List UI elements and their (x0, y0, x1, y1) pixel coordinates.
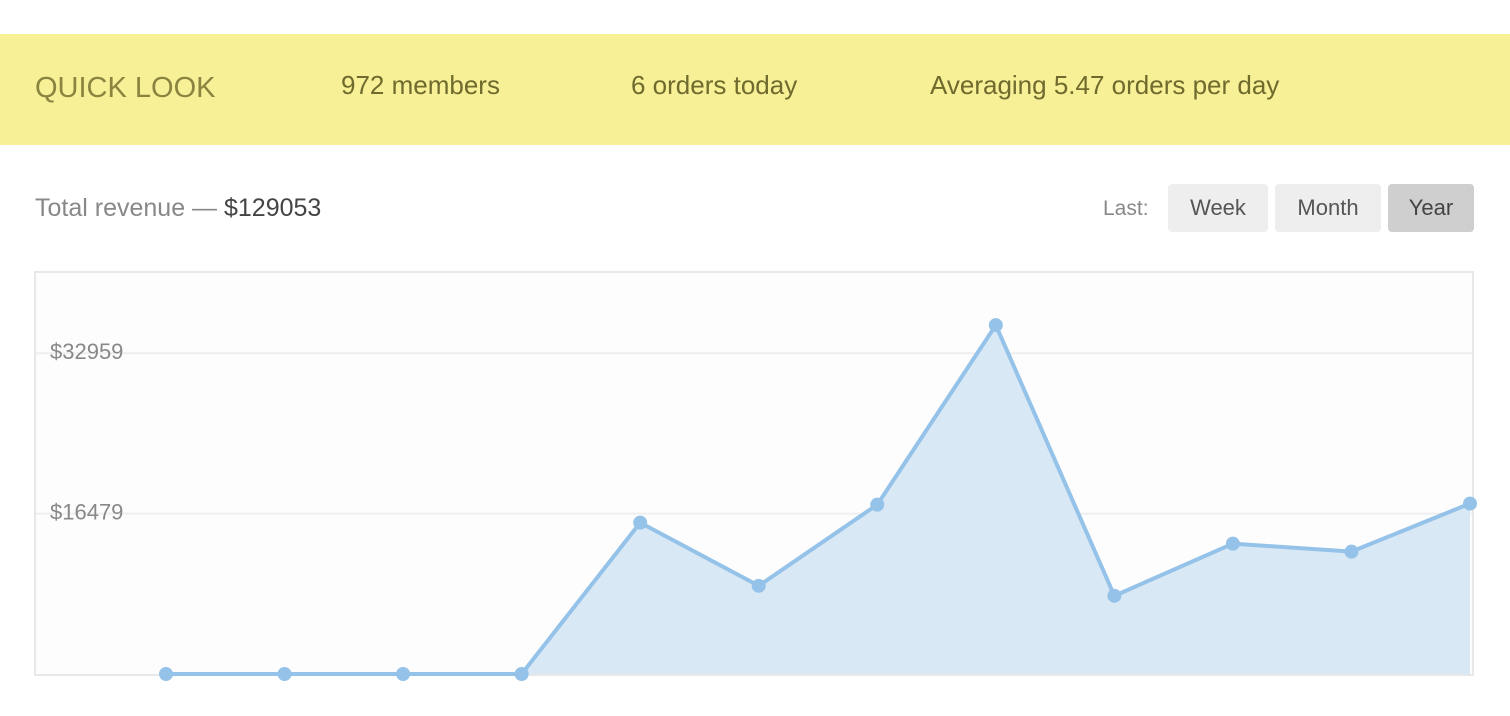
point (396, 667, 411, 681)
point (277, 667, 292, 681)
point (1107, 588, 1122, 603)
point (1225, 536, 1240, 551)
point (751, 578, 766, 593)
point (988, 318, 1003, 333)
y-tick-label: $16479 (50, 499, 123, 524)
stat: Averaging 5.47 orders per day (930, 70, 1280, 100)
area-fill (166, 325, 1470, 674)
revenue-label: Total revenue — (35, 194, 218, 222)
stat: 972 members (341, 70, 500, 100)
quick-look-title: QUICK LOOK (35, 72, 216, 104)
revenue: Total revenue — $129053 (35, 194, 321, 223)
y-tick-label: $32959 (50, 339, 123, 364)
point (1463, 496, 1477, 511)
range-button[interactable]: Month (1275, 184, 1381, 232)
range-button[interactable]: Year (1388, 184, 1474, 232)
point (1344, 544, 1359, 559)
line (166, 320, 1471, 676)
stat: 6 orders today (631, 70, 798, 100)
point (870, 497, 885, 512)
revenue-total: $129053 (224, 194, 322, 222)
range-label: Last: (1103, 197, 1149, 220)
quick-look-bar: QUICK LOOK 972 members 6 orders today Av… (0, 34, 1510, 145)
point (159, 667, 173, 681)
point (514, 667, 529, 681)
point (633, 515, 648, 530)
range-button[interactable]: Week (1168, 184, 1268, 232)
